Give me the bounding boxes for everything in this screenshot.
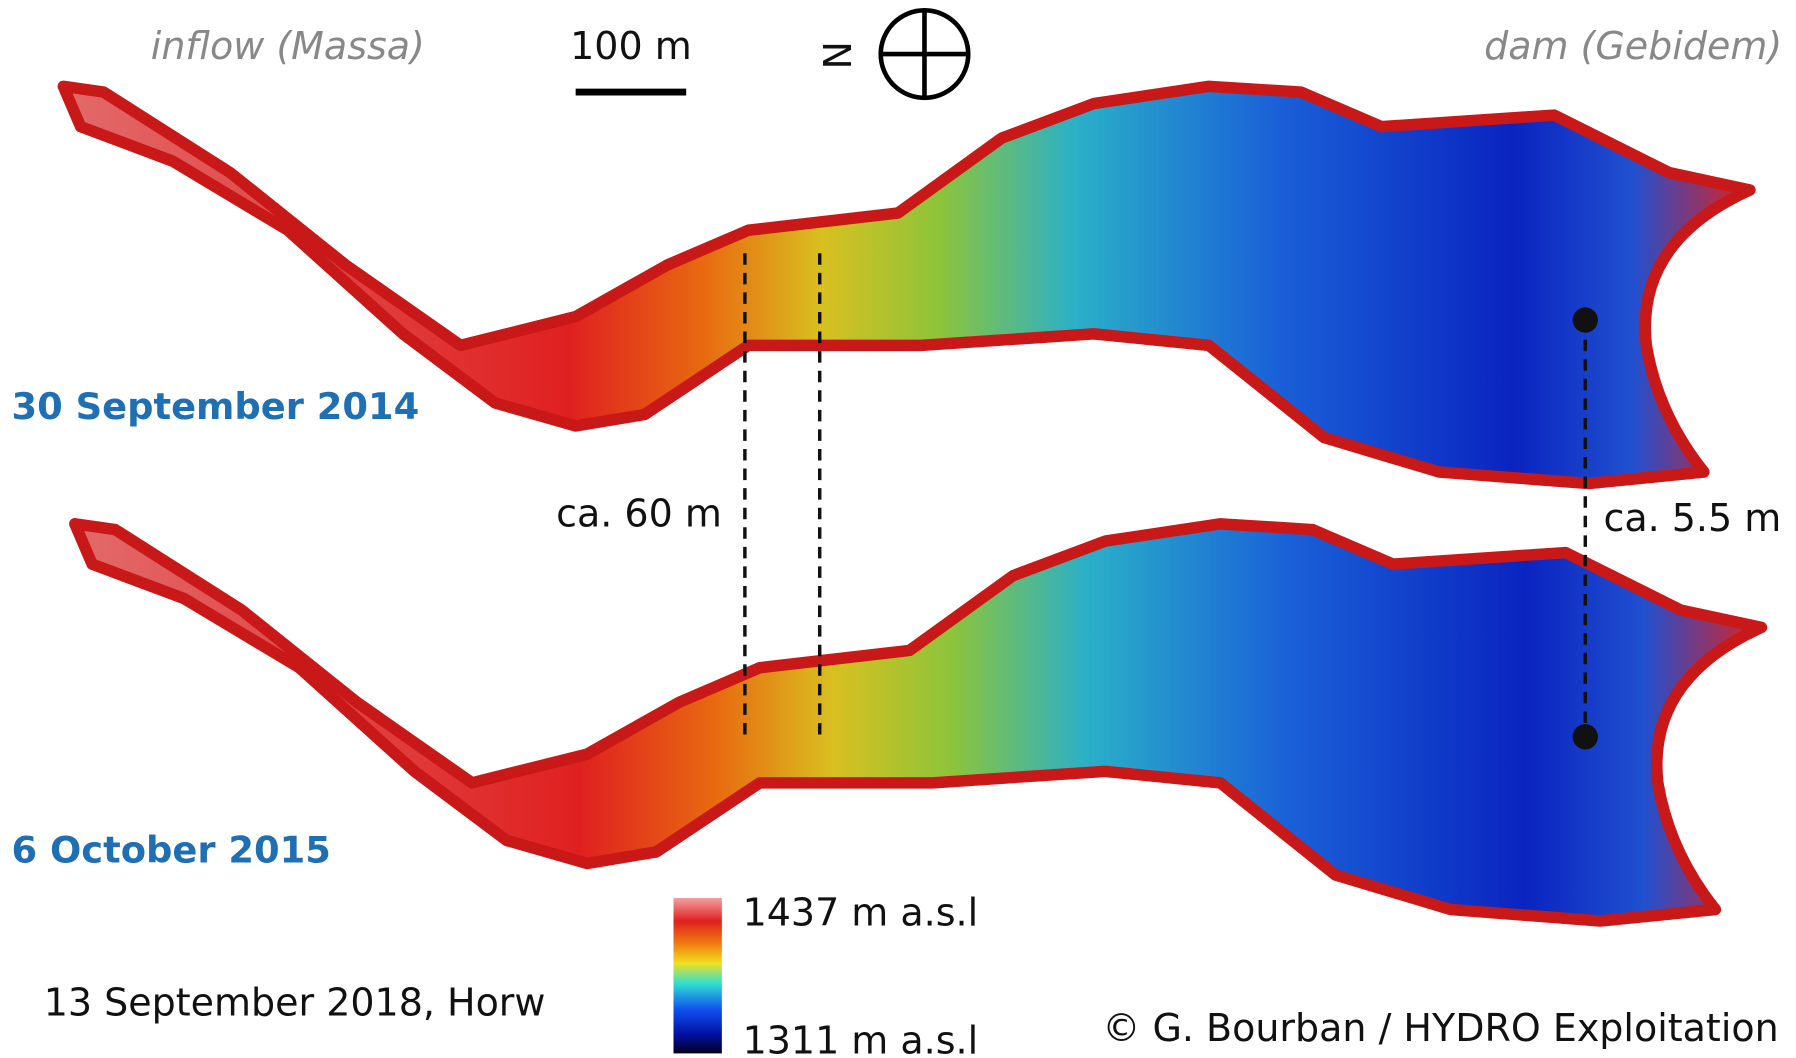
footer-date: 13 September 2018, Horw <box>44 981 546 1025</box>
colorbar-min: 1311 m a.s.l <box>743 1019 979 1058</box>
colorbar <box>674 898 722 1053</box>
survey-date: 30 September 2014 <box>12 385 420 428</box>
marker <box>1573 724 1598 749</box>
annotation: ca. 60 m <box>556 491 722 535</box>
credit: © G. Bourban / HYDRO Exploitation <box>1102 1006 1778 1050</box>
north-arrow <box>881 10 968 97</box>
north-label: N <box>816 41 860 69</box>
colorbar-max: 1437 m a.s.l <box>743 891 979 935</box>
annotation: ca. 5.5 m <box>1603 496 1781 540</box>
marker <box>1573 307 1598 332</box>
dam-label: dam (Gebidem) <box>1484 24 1782 68</box>
scale-label: 100 m <box>570 24 692 68</box>
inflow-label: inflow (Massa) <box>151 24 425 68</box>
figure: inflow (Massa) dam (Gebidem) 100 m N ca.… <box>0 0 1796 1058</box>
survey-date: 6 October 2015 <box>12 828 331 871</box>
